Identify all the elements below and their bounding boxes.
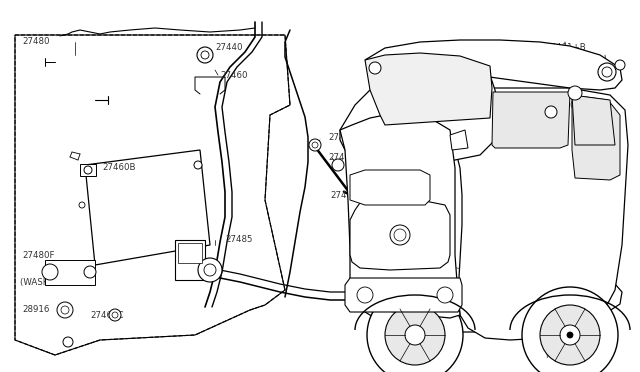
Circle shape (405, 325, 425, 345)
Circle shape (84, 166, 92, 174)
Circle shape (522, 287, 618, 372)
Text: (WASHER TANK): (WASHER TANK) (20, 278, 90, 286)
Circle shape (598, 63, 616, 81)
Circle shape (540, 305, 600, 365)
Circle shape (109, 309, 121, 321)
Text: 27460D: 27460D (548, 100, 582, 109)
Circle shape (332, 159, 344, 171)
Text: 27461+A: 27461+A (455, 124, 495, 132)
Polygon shape (350, 170, 430, 205)
Text: R2890044: R2890044 (545, 350, 588, 359)
Circle shape (567, 332, 573, 338)
Circle shape (437, 287, 453, 303)
Circle shape (369, 62, 381, 74)
Circle shape (560, 325, 580, 345)
Circle shape (197, 47, 213, 63)
Polygon shape (365, 40, 622, 90)
Text: 27460B: 27460B (102, 163, 136, 171)
Circle shape (394, 229, 406, 241)
Circle shape (312, 142, 318, 148)
Circle shape (194, 161, 202, 169)
Bar (178, 243, 202, 263)
Polygon shape (15, 35, 290, 355)
Circle shape (112, 312, 118, 318)
Circle shape (84, 266, 96, 278)
Circle shape (568, 86, 582, 100)
Circle shape (79, 202, 85, 208)
Circle shape (602, 67, 612, 77)
Circle shape (309, 139, 321, 151)
Circle shape (545, 106, 557, 118)
Text: 27461+B: 27461+B (545, 44, 586, 52)
Text: 27461: 27461 (330, 190, 358, 199)
Polygon shape (340, 75, 500, 165)
Polygon shape (340, 112, 460, 318)
Polygon shape (45, 260, 95, 285)
Polygon shape (492, 92, 570, 148)
Polygon shape (450, 130, 468, 150)
Circle shape (42, 264, 58, 280)
Text: 27480F: 27480F (22, 250, 54, 260)
Polygon shape (350, 200, 450, 270)
Polygon shape (365, 53, 492, 125)
Text: 27460: 27460 (220, 71, 248, 80)
Circle shape (367, 287, 463, 372)
Circle shape (385, 305, 445, 365)
Polygon shape (572, 95, 615, 145)
Text: 27460D: 27460D (328, 154, 362, 163)
Polygon shape (85, 150, 210, 265)
Polygon shape (450, 88, 628, 340)
Polygon shape (572, 95, 620, 180)
Bar (80, 164, 96, 176)
Circle shape (615, 60, 625, 70)
Text: 27480: 27480 (22, 38, 49, 46)
Circle shape (204, 264, 216, 276)
Text: 28916: 28916 (22, 305, 49, 314)
Circle shape (198, 258, 222, 282)
Circle shape (63, 337, 73, 347)
Text: 27440: 27440 (215, 44, 243, 52)
Circle shape (57, 302, 73, 318)
Circle shape (201, 51, 209, 59)
Bar (175, 240, 205, 280)
Text: 28956: 28956 (380, 51, 408, 61)
Text: 27460C: 27460C (90, 311, 124, 320)
Text: 27485: 27485 (225, 235, 253, 244)
Text: 28775: 28775 (568, 77, 595, 87)
Circle shape (61, 306, 69, 314)
Circle shape (357, 287, 373, 303)
Polygon shape (345, 278, 462, 312)
Circle shape (390, 225, 410, 245)
Text: 27441: 27441 (328, 134, 355, 142)
